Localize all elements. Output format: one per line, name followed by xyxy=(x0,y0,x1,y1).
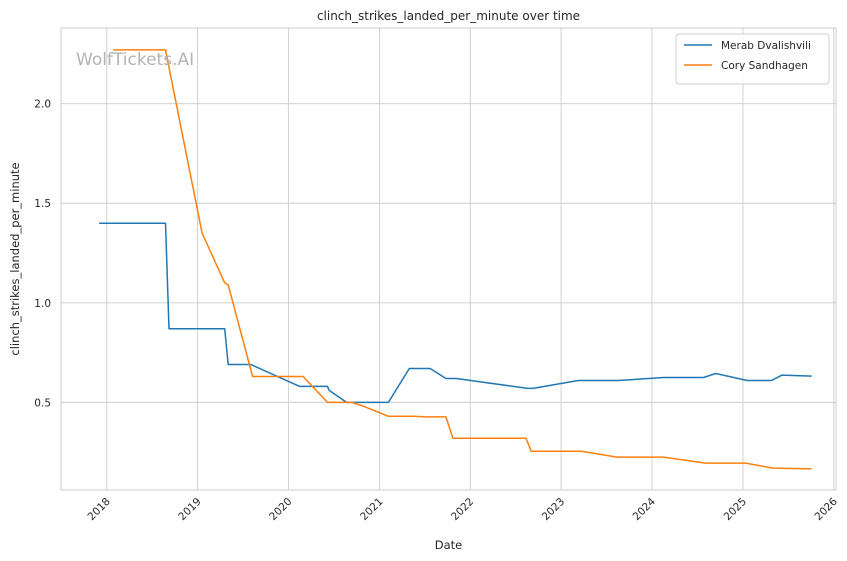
y-tick-label: 0.5 xyxy=(34,397,51,409)
watermark: WolfTickets.AI xyxy=(76,50,194,70)
legend-label-cory-sandhagen: Cory Sandhagen xyxy=(721,60,808,72)
series-line-cory-sandhagen xyxy=(113,49,812,470)
legend: Merab Dvalishvili Cory Sandhagen xyxy=(675,33,830,85)
series-line-merab-dvalishvili xyxy=(99,222,812,404)
chart-title: clinch_strikes_landed_per_minute over ti… xyxy=(317,9,580,23)
plot-frame xyxy=(60,27,837,491)
x-axis-label: Date xyxy=(435,538,463,552)
y-tick-label: 1.0 xyxy=(34,298,51,310)
legend-label-merab-dvalishvili: Merab Dvalishvili xyxy=(721,40,811,52)
y-tick-label: 1.5 xyxy=(34,198,51,210)
y-axis-label: clinch_strikes_landed_per_minute xyxy=(8,162,22,355)
grid xyxy=(61,28,836,490)
y-tick-label: 2.0 xyxy=(34,99,51,111)
legend-frame xyxy=(675,33,830,85)
series-lines xyxy=(99,49,812,470)
